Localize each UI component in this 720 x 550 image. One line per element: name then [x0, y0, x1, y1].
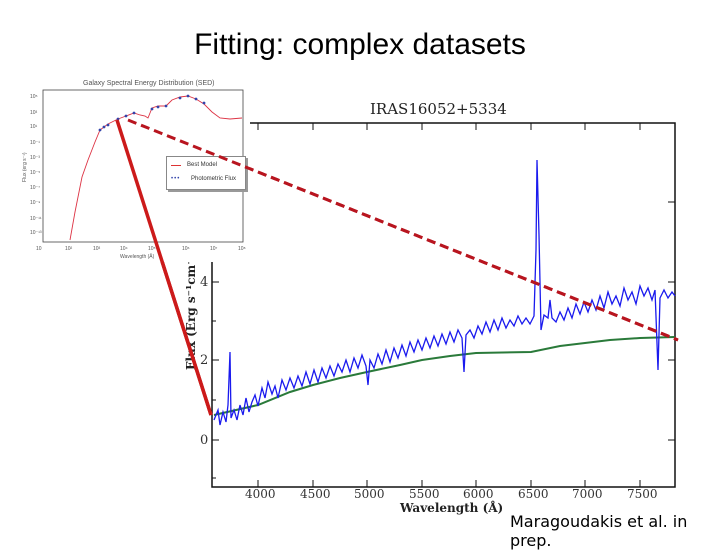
svg-text:10⁵: 10⁵ [30, 94, 38, 100]
svg-text:Flux (erg s⁻¹): Flux (erg s⁻¹) [22, 152, 28, 182]
sed-legend: Best Model ••• Photometric Flux [166, 156, 246, 190]
svg-text:4500: 4500 [300, 487, 331, 501]
svg-text:10⁻⁹: 10⁻⁹ [30, 200, 40, 206]
svg-text:Wavelength (Å): Wavelength (Å) [120, 253, 155, 260]
svg-text:10: 10 [36, 246, 42, 252]
svg-text:5000: 5000 [354, 487, 385, 501]
svg-text:10⁶: 10⁶ [182, 246, 190, 252]
svg-text:7000: 7000 [572, 487, 603, 501]
svg-text:10⁵: 10⁵ [148, 246, 156, 252]
model-fit-line [213, 336, 676, 416]
x-axis-label: Wavelength (Å) [399, 500, 503, 515]
svg-text:4: 4 [200, 275, 208, 290]
svg-text:10⁸: 10⁸ [238, 246, 246, 252]
observed-spectrum-line [213, 159, 676, 426]
svg-text:2: 2 [200, 353, 208, 368]
legend-label: Photometric Flux [191, 176, 237, 182]
legend-label: Best Model [187, 162, 218, 168]
spectrum-frame [211, 122, 676, 488]
svg-text:10⁴: 10⁴ [120, 246, 128, 252]
svg-text:10⁻³: 10⁻³ [30, 155, 40, 161]
svg-text:10⁷: 10⁷ [210, 246, 218, 252]
blue-dots-icon: ••• [171, 176, 181, 182]
svg-text:10²: 10² [65, 246, 73, 252]
svg-text:4000: 4000 [245, 487, 276, 501]
y-tick-labels: 4 2 0 [200, 275, 208, 448]
slide-title: Fitting: complex datasets [194, 28, 526, 61]
sed-title: Galaxy Spectral Energy Distribution (SED… [83, 80, 215, 87]
svg-text:6500: 6500 [518, 487, 549, 501]
svg-text:10⁻¹¹: 10⁻¹¹ [30, 216, 42, 222]
svg-text:10³: 10³ [93, 246, 101, 252]
legend-best-model: Best Model [171, 162, 217, 168]
svg-text:10⁻¹³: 10⁻¹³ [30, 230, 42, 236]
citation-credit: Maragoudakis et al. in prep. [510, 512, 688, 550]
red-line-icon [171, 164, 181, 166]
svg-text:10¹: 10¹ [30, 124, 38, 130]
x-tick-labels: 4000 4500 5000 5500 6000 6500 7000 7500 [245, 487, 658, 501]
legend-photometric-flux: ••• Photometric Flux [171, 176, 236, 182]
svg-text:10³: 10³ [30, 110, 38, 116]
svg-text:0: 0 [200, 433, 208, 448]
svg-text:10⁻¹: 10⁻¹ [30, 140, 40, 146]
svg-text:10⁻⁷: 10⁻⁷ [30, 185, 40, 191]
spectrum-title: IRAS16052+5334 [370, 100, 507, 118]
svg-text:6000: 6000 [463, 487, 494, 501]
svg-text:7500: 7500 [627, 487, 658, 501]
svg-text:5500: 5500 [409, 487, 440, 501]
svg-text:10⁻⁵: 10⁻⁵ [30, 170, 40, 176]
